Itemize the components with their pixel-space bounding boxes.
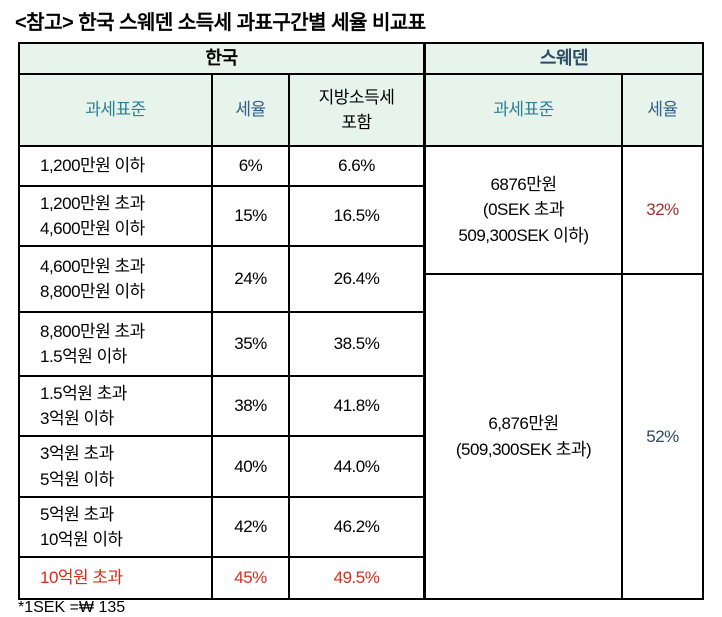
- sweden-header-rate: 세율: [623, 75, 702, 147]
- sweden-tax-base-cell: 6876만원 (0SEK 초과 509,300SEK 이하): [426, 147, 623, 275]
- korea-header-local-included: 지방소득세 포함: [290, 75, 423, 147]
- local-rate-cell: 26.4%: [290, 247, 423, 313]
- sweden-rate-cell-upper: 52%: [646, 426, 679, 446]
- tax-comparison-table: 한국 과세표준 세율 지방소득세 포함 1,200만원 이하 6% 6.6% 1…: [18, 42, 704, 600]
- tax-base-cell: 1.5억원 초과 3억원 이하: [20, 377, 213, 437]
- local-rate-cell: 6.6%: [290, 147, 423, 187]
- sweden-tax-base-cell: 6,876만원 (509,300SEK 초과): [426, 275, 623, 598]
- tax-base-cell: 3억원 초과 5억원 이하: [20, 437, 213, 498]
- local-rate-cell-top-bracket: 49.5%: [333, 568, 380, 588]
- local-rate-cell: 38.5%: [290, 313, 423, 377]
- tax-base-cell: 5억원 초과 10억원 이하: [20, 498, 213, 558]
- tax-base-cell: 1,200만원 이하: [20, 147, 213, 187]
- korea-header-rate: 세율: [213, 75, 290, 147]
- korea-table: 한국 과세표준 세율 지방소득세 포함 1,200만원 이하 6% 6.6% 1…: [20, 44, 426, 598]
- local-rate-cell: 16.5%: [290, 187, 423, 247]
- rate-cell: 6%: [213, 147, 290, 187]
- tax-base-cell-top-bracket: 10억원 초과: [20, 558, 213, 598]
- page-title: <참고> 한국 스웨덴 소득세 과표구간별 세율 비교표: [15, 12, 426, 34]
- sweden-rate-cell-lower: 32%: [623, 147, 702, 275]
- sweden-header-tax-base: 과세표준: [426, 75, 623, 147]
- rate-cell-top-bracket: 45%: [213, 558, 290, 598]
- exchange-rate-note: *1SEK =₩ 135: [18, 599, 126, 616]
- korea-section-header: 한국: [20, 44, 423, 75]
- rate-cell: 40%: [213, 437, 290, 498]
- rate-cell: 38%: [213, 377, 290, 437]
- local-rate-cell: 41.8%: [290, 377, 423, 437]
- rate-cell: 24%: [213, 247, 290, 313]
- local-rate-cell: 44.0%: [290, 437, 423, 498]
- rate-cell: 15%: [213, 187, 290, 247]
- tax-base-cell: 8,800만원 초과 1.5억원 이하: [20, 313, 213, 377]
- sweden-table: 스웨덴 과세표준 세율 6876만원 (0SEK 초과 509,300SEK 이…: [426, 44, 702, 598]
- rate-cell: 35%: [213, 313, 290, 377]
- sweden-section-header: 스웨덴: [426, 44, 702, 75]
- tax-base-cell: 4,600만원 초과 8,800만원 이하: [20, 247, 213, 313]
- korea-header-tax-base: 과세표준: [20, 75, 213, 147]
- tax-base-cell: 1,200만원 초과 4,600만원 이하: [20, 187, 213, 247]
- rate-cell: 42%: [213, 498, 290, 558]
- local-rate-cell: 46.2%: [290, 498, 423, 558]
